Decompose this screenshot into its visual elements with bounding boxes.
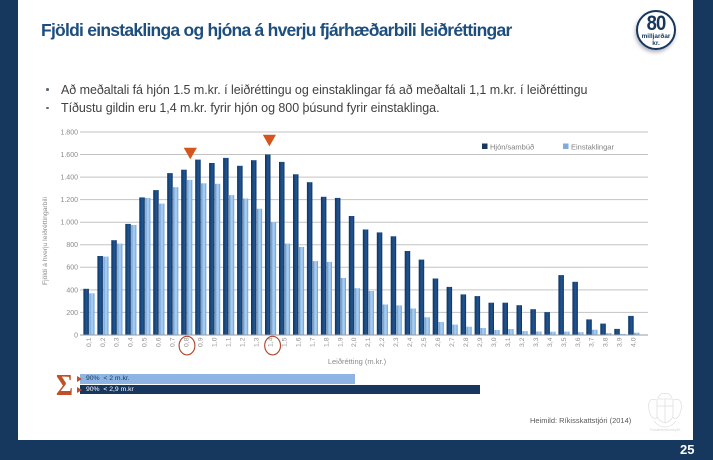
svg-text:2,6: 2,6	[435, 337, 442, 347]
svg-text:2,9: 2,9	[477, 337, 484, 347]
svg-text:1,9: 1,9	[337, 337, 344, 347]
svg-text:Fjöldi á hverju leiðréttingarb: Fjöldi á hverju leiðréttingarbili	[41, 197, 49, 286]
svg-text:1.600: 1.600	[60, 152, 78, 159]
svg-text:3,4: 3,4	[547, 337, 554, 347]
svg-text:3,7: 3,7	[589, 337, 596, 347]
svg-text:2,5: 2,5	[421, 337, 428, 347]
svg-text:0,7: 0,7	[170, 337, 177, 347]
svg-text:0,6: 0,6	[156, 337, 163, 347]
svg-text:2,1: 2,1	[365, 337, 372, 347]
svg-text:1,2: 1,2	[240, 337, 247, 347]
svg-text:2,7: 2,7	[449, 337, 456, 347]
svg-text:3,1: 3,1	[505, 337, 512, 347]
svg-text:800: 800	[66, 242, 78, 249]
svg-text:3,3: 3,3	[533, 337, 540, 347]
svg-text:1,6: 1,6	[295, 337, 302, 347]
svg-text:1,4: 1,4	[267, 337, 274, 347]
svg-text:0,4: 0,4	[128, 337, 135, 347]
svg-text:0,5: 0,5	[142, 337, 149, 347]
svg-text:2,8: 2,8	[463, 337, 470, 347]
svg-text:3,2: 3,2	[519, 337, 526, 347]
svg-text:600: 600	[66, 265, 78, 272]
svg-text:2,2: 2,2	[379, 337, 386, 347]
svg-text:3,0: 3,0	[491, 337, 498, 347]
svg-text:1,3: 1,3	[253, 337, 260, 347]
svg-text:1.200: 1.200	[60, 197, 78, 204]
svg-text:Forsætisráðuneytið: Forsætisráðuneytið	[650, 427, 681, 432]
svg-text:3,8: 3,8	[603, 337, 610, 347]
svg-text:1.800: 1.800	[60, 129, 78, 136]
svg-text:1.400: 1.400	[60, 175, 78, 182]
svg-text:2,3: 2,3	[393, 337, 400, 347]
svg-text:1.000: 1.000	[60, 220, 78, 227]
svg-text:1,0: 1,0	[212, 337, 219, 347]
svg-text:Leiðrétting (m.kr.): Leiðrétting (m.kr.)	[328, 357, 387, 366]
svg-text:1,5: 1,5	[281, 337, 288, 347]
svg-text:3,5: 3,5	[561, 337, 568, 347]
svg-text:3,9: 3,9	[617, 337, 624, 347]
svg-text:0,2: 0,2	[100, 337, 107, 347]
svg-text:0,9: 0,9	[198, 337, 205, 347]
svg-text:400: 400	[66, 287, 78, 294]
svg-text:0,1: 0,1	[86, 337, 93, 347]
svg-text:1,7: 1,7	[309, 337, 316, 347]
svg-text:Hjón/sambúð: Hjón/sambúð	[490, 143, 534, 152]
svg-text:3,6: 3,6	[575, 337, 582, 347]
svg-text:1,8: 1,8	[323, 337, 330, 347]
svg-text:0,8: 0,8	[184, 337, 191, 347]
svg-text:0: 0	[74, 332, 78, 339]
svg-text:4,0: 4,0	[631, 337, 638, 347]
svg-text:0,3: 0,3	[114, 337, 121, 347]
svg-text:200: 200	[66, 310, 78, 317]
svg-text:2,0: 2,0	[351, 337, 358, 347]
svg-text:Einstaklingar: Einstaklingar	[571, 143, 614, 152]
svg-text:1,1: 1,1	[226, 337, 233, 347]
svg-text:2,4: 2,4	[407, 337, 414, 347]
